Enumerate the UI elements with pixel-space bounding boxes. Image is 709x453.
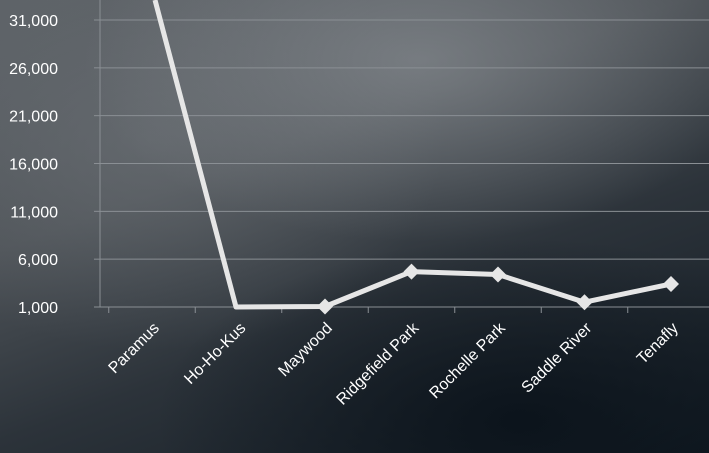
- axes: [94, 0, 709, 313]
- y-tick-label: 11,000: [10, 204, 58, 221]
- series-line: [152, 0, 672, 310]
- x-tick-label: Saddle River: [519, 319, 596, 396]
- gridlines: [100, 19, 709, 260]
- y-tick-label: 31,000: [9, 13, 58, 30]
- x-tick-label: Ho-Ho-Kus: [181, 320, 249, 388]
- data-point-marker: [576, 294, 593, 311]
- data-point-marker: [403, 263, 420, 280]
- y-tick-label: 21,000: [9, 109, 58, 126]
- y-tick-label: 16,000: [9, 157, 58, 174]
- data-point-marker: [663, 276, 679, 293]
- y-tick-labels: 1,000 6,000 11,000 16,000 21,000 26,000 31,000: [9, 13, 58, 317]
- x-tick-label: Paramus: [106, 320, 163, 377]
- y-tick-label: 26,000: [9, 61, 58, 78]
- x-tick-label: Ridgefield Park: [334, 319, 423, 408]
- y-tick-label: 6,000: [18, 252, 58, 269]
- data-point-marker: [490, 266, 506, 283]
- y-tick-label: 1,000: [18, 300, 58, 317]
- x-tick-label: Maywood: [275, 320, 335, 380]
- series: [152, 0, 679, 315]
- data-point-marker: [317, 298, 333, 315]
- x-tick-label: Rochelle Park: [426, 319, 509, 402]
- x-tick-label: Tenafly: [634, 320, 682, 368]
